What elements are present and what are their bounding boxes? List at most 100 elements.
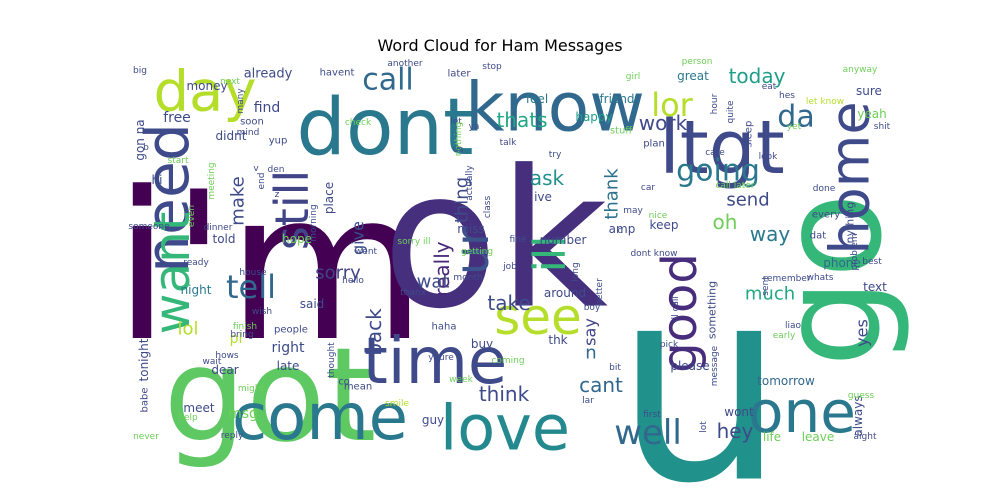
word-talk: talk: [500, 138, 518, 148]
word-something: something: [706, 281, 719, 339]
word-babe: babe: [140, 388, 151, 413]
word-call-later: call later: [715, 181, 754, 191]
word-hope: hope: [282, 232, 312, 246]
word-haha: haha: [432, 322, 457, 333]
word-thats: thats: [496, 108, 547, 132]
word-good: good: [652, 253, 708, 373]
word-care: care: [705, 148, 725, 158]
word-ur: ur: [445, 227, 499, 275]
word-person: person: [682, 57, 713, 67]
word-message: message: [710, 345, 720, 386]
word-thanx: thanx: [400, 288, 426, 298]
word-ill: ill: [525, 236, 576, 273]
word-gon-na: gon na: [133, 119, 147, 160]
word-said: said: [300, 297, 325, 311]
word-miss: miss: [457, 222, 485, 236]
word-make: make: [228, 176, 249, 225]
word-n: n: [585, 343, 596, 364]
chart-title: Word Cloud for Ham Messages: [377, 36, 623, 55]
word-every: every: [812, 210, 840, 221]
word-another: another: [387, 59, 422, 69]
word-wont: wont: [724, 405, 754, 419]
word-went: went: [355, 247, 378, 257]
word-give: give: [349, 221, 368, 255]
word-many: many: [236, 88, 246, 114]
word-lar: lar: [582, 396, 594, 406]
word-first: first: [643, 410, 661, 420]
word-even: even: [187, 205, 197, 227]
word-text: text: [863, 280, 887, 294]
word-den: den: [268, 165, 285, 175]
word-month: month: [453, 273, 482, 283]
word-remember: remember: [763, 274, 810, 284]
word-done: done: [813, 184, 836, 194]
word-end: end: [257, 173, 267, 190]
word-leave: leave: [802, 430, 835, 444]
word-want: want: [143, 212, 201, 335]
word-come: come: [232, 381, 408, 455]
word-stop: stop: [482, 62, 502, 72]
word-yes: yes: [853, 319, 872, 347]
word-c: c: [618, 226, 623, 236]
word-thank: thank: [602, 168, 623, 220]
word-guy: guy: [422, 413, 444, 427]
word-cant: cant: [579, 373, 623, 397]
word-reply: reply: [221, 431, 244, 441]
word-sleep: sleep: [744, 121, 755, 148]
word-ltgt: ltgt: [659, 105, 785, 191]
word-wait: wait: [203, 357, 222, 367]
word-still: still: [265, 170, 319, 250]
word-work: work: [639, 111, 688, 135]
word-well: well: [614, 413, 682, 453]
word-already: already: [244, 67, 293, 82]
word-thing: thing: [452, 177, 473, 223]
word-let-know: let know: [806, 97, 844, 107]
word-life: life: [763, 430, 781, 444]
word-back: back: [362, 308, 386, 356]
word-quite: quite: [726, 100, 736, 123]
word-never: never: [133, 432, 159, 442]
word-thought: thought: [327, 342, 337, 378]
word-hey: hey: [717, 419, 754, 443]
word-sure: sure: [856, 84, 882, 98]
word-hows: hows: [215, 351, 239, 361]
word-z: z: [275, 190, 280, 200]
word-later: later: [447, 69, 471, 80]
word-eat: eat: [762, 82, 777, 92]
word-bring: bring: [230, 330, 253, 340]
word-plan: plan: [643, 139, 665, 150]
word-ive: ive: [534, 190, 552, 204]
word-might: might: [238, 384, 265, 394]
word-pick: pick: [660, 340, 679, 350]
word-dinner: dinner: [204, 223, 233, 233]
word-dont: dont: [296, 83, 473, 173]
word-wat: wat: [417, 272, 450, 293]
word-check: check: [345, 118, 372, 128]
word-girl: girl: [626, 72, 640, 82]
word-happy: happy: [575, 110, 612, 124]
word-yet: yet: [787, 122, 802, 132]
word-class: class: [483, 196, 493, 219]
word-oh: oh: [713, 210, 738, 234]
word-see: see: [494, 288, 582, 346]
word-keep: keep: [650, 218, 679, 232]
word-msg: msg: [228, 406, 258, 422]
word-tell: tell: [226, 268, 276, 306]
word-lol: lol: [177, 319, 198, 340]
word-try: try: [549, 150, 562, 160]
word-anything: anything: [844, 202, 857, 251]
word-today: today: [729, 64, 786, 88]
word-job: job: [502, 262, 517, 272]
word-hes: hes: [779, 91, 795, 101]
word-didnt: didnt: [216, 129, 247, 143]
word-shit: shit: [874, 122, 891, 132]
word-fine: fine: [510, 235, 527, 245]
word-hour: hour: [710, 93, 720, 114]
word-actually: actually: [465, 165, 475, 201]
word-sorry: sorry: [315, 263, 361, 284]
word-money: money: [186, 79, 227, 93]
word-please: please: [670, 359, 709, 373]
word-meeting: meeting: [207, 162, 217, 199]
word-dear: dear: [211, 363, 238, 377]
word-ok: ok: [382, 130, 608, 351]
